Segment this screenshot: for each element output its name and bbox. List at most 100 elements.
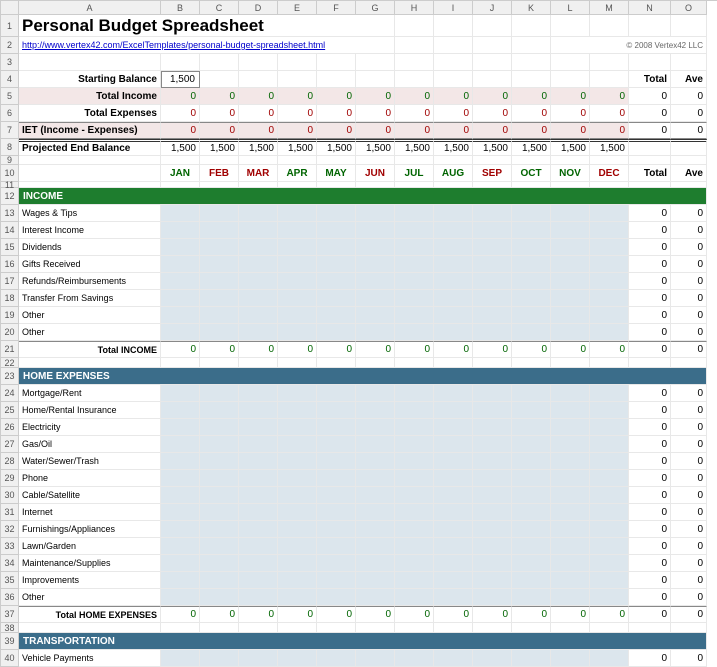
item-cell-0-7-0[interactable] [161, 324, 200, 341]
item-cell-1-4-3[interactable] [278, 453, 317, 470]
item-cell-1-2-0[interactable] [161, 419, 200, 436]
item-cell-0-5-4[interactable] [317, 290, 356, 307]
item-cell-1-5-0[interactable] [161, 470, 200, 487]
item-cell-1-2-8[interactable] [473, 419, 512, 436]
item-cell-0-3-0[interactable] [161, 256, 200, 273]
net-month-1[interactable]: 0 [200, 122, 239, 139]
row-header[interactable]: 27 [1, 436, 19, 453]
item-cell-1-0-4[interactable] [317, 385, 356, 402]
item-cell-1-3-4[interactable] [317, 436, 356, 453]
empty-cell[interactable] [278, 623, 317, 633]
empty-cell[interactable] [356, 156, 395, 165]
item-cell-0-2-1[interactable] [200, 239, 239, 256]
projected-month-7[interactable]: 1,500 [434, 139, 473, 156]
item-cell-0-4-1[interactable] [200, 273, 239, 290]
item-cell-2-0-4[interactable] [317, 650, 356, 667]
item-cell-0-0-0[interactable] [161, 205, 200, 222]
row-header[interactable]: 34 [1, 555, 19, 572]
item-cell-1-4-7[interactable] [434, 453, 473, 470]
projected-month-9[interactable]: 1,500 [512, 139, 551, 156]
expenses-month-11[interactable]: 0 [590, 105, 629, 122]
item-cell-0-7-6[interactable] [395, 324, 434, 341]
empty-cell[interactable] [239, 156, 278, 165]
empty-cell[interactable] [395, 15, 434, 37]
item-cell-1-0-2[interactable] [239, 385, 278, 402]
item-cell-1-0-1[interactable] [200, 385, 239, 402]
item-cell-1-6-7[interactable] [434, 487, 473, 504]
item-cell-1-12-6[interactable] [395, 589, 434, 606]
empty-cell[interactable] [551, 156, 590, 165]
empty-cell[interactable] [161, 623, 200, 633]
source-url-link[interactable]: http://www.vertex42.com/ExcelTemplates/p… [19, 37, 395, 54]
item-cell-1-12-1[interactable] [200, 589, 239, 606]
item-cell-1-8-5[interactable] [356, 521, 395, 538]
empty-cell[interactable] [395, 623, 434, 633]
item-cell-2-0-1[interactable] [200, 650, 239, 667]
item-cell-0-3-7[interactable] [434, 256, 473, 273]
item-cell-0-6-4[interactable] [317, 307, 356, 324]
item-cell-1-6-10[interactable] [551, 487, 590, 504]
empty-cell[interactable] [590, 54, 629, 71]
net-month-7[interactable]: 0 [434, 122, 473, 139]
item-cell-1-5-6[interactable] [395, 470, 434, 487]
item-cell-2-0-11[interactable] [590, 650, 629, 667]
empty-cell[interactable] [19, 623, 161, 633]
empty-cell[interactable] [278, 71, 317, 88]
empty-cell[interactable] [317, 156, 356, 165]
income-month-4[interactable]: 0 [317, 88, 356, 105]
empty-cell[interactable] [356, 54, 395, 71]
item-cell-0-1-9[interactable] [512, 222, 551, 239]
item-cell-1-3-11[interactable] [590, 436, 629, 453]
item-cell-2-0-0[interactable] [161, 650, 200, 667]
income-month-2[interactable]: 0 [239, 88, 278, 105]
expenses-month-7[interactable]: 0 [434, 105, 473, 122]
expenses-month-3[interactable]: 0 [278, 105, 317, 122]
item-cell-1-11-9[interactable] [512, 572, 551, 589]
item-cell-1-11-10[interactable] [551, 572, 590, 589]
item-cell-1-5-8[interactable] [473, 470, 512, 487]
item-cell-0-2-11[interactable] [590, 239, 629, 256]
item-cell-0-3-1[interactable] [200, 256, 239, 273]
item-cell-1-0-0[interactable] [161, 385, 200, 402]
item-cell-0-6-9[interactable] [512, 307, 551, 324]
item-cell-0-1-2[interactable] [239, 222, 278, 239]
row-header[interactable]: 18 [1, 290, 19, 307]
item-cell-1-11-1[interactable] [200, 572, 239, 589]
item-cell-1-10-9[interactable] [512, 555, 551, 572]
item-cell-0-4-4[interactable] [317, 273, 356, 290]
row-header[interactable]: 37 [1, 606, 19, 623]
item-cell-1-10-11[interactable] [590, 555, 629, 572]
projected-month-0[interactable]: 1,500 [161, 139, 200, 156]
empty-cell[interactable] [19, 54, 161, 71]
empty-cell[interactable] [356, 358, 395, 368]
item-cell-1-2-2[interactable] [239, 419, 278, 436]
expenses-month-4[interactable]: 0 [317, 105, 356, 122]
item-cell-1-3-2[interactable] [239, 436, 278, 453]
empty-cell[interactable] [434, 15, 473, 37]
item-cell-0-5-11[interactable] [590, 290, 629, 307]
empty-cell[interactable] [473, 156, 512, 165]
col-header-N[interactable]: N [629, 1, 671, 15]
item-cell-1-7-11[interactable] [590, 504, 629, 521]
item-cell-1-1-4[interactable] [317, 402, 356, 419]
row-header[interactable]: 6 [1, 105, 19, 122]
projected-month-8[interactable]: 1,500 [473, 139, 512, 156]
empty-cell[interactable] [278, 156, 317, 165]
item-cell-1-10-8[interactable] [473, 555, 512, 572]
net-month-2[interactable]: 0 [239, 122, 278, 139]
item-cell-1-12-8[interactable] [473, 589, 512, 606]
item-cell-1-12-2[interactable] [239, 589, 278, 606]
item-cell-0-1-8[interactable] [473, 222, 512, 239]
col-header-M[interactable]: M [590, 1, 629, 15]
item-cell-0-2-5[interactable] [356, 239, 395, 256]
expenses-month-2[interactable]: 0 [239, 105, 278, 122]
empty-cell[interactable] [356, 71, 395, 88]
row-header[interactable]: 25 [1, 402, 19, 419]
projected-month-4[interactable]: 1,500 [317, 139, 356, 156]
item-cell-0-7-1[interactable] [200, 324, 239, 341]
net-month-9[interactable]: 0 [512, 122, 551, 139]
empty-cell[interactable] [629, 156, 671, 165]
row-header[interactable]: 24 [1, 385, 19, 402]
empty-cell[interactable] [161, 54, 200, 71]
col-header-C[interactable]: C [200, 1, 239, 15]
